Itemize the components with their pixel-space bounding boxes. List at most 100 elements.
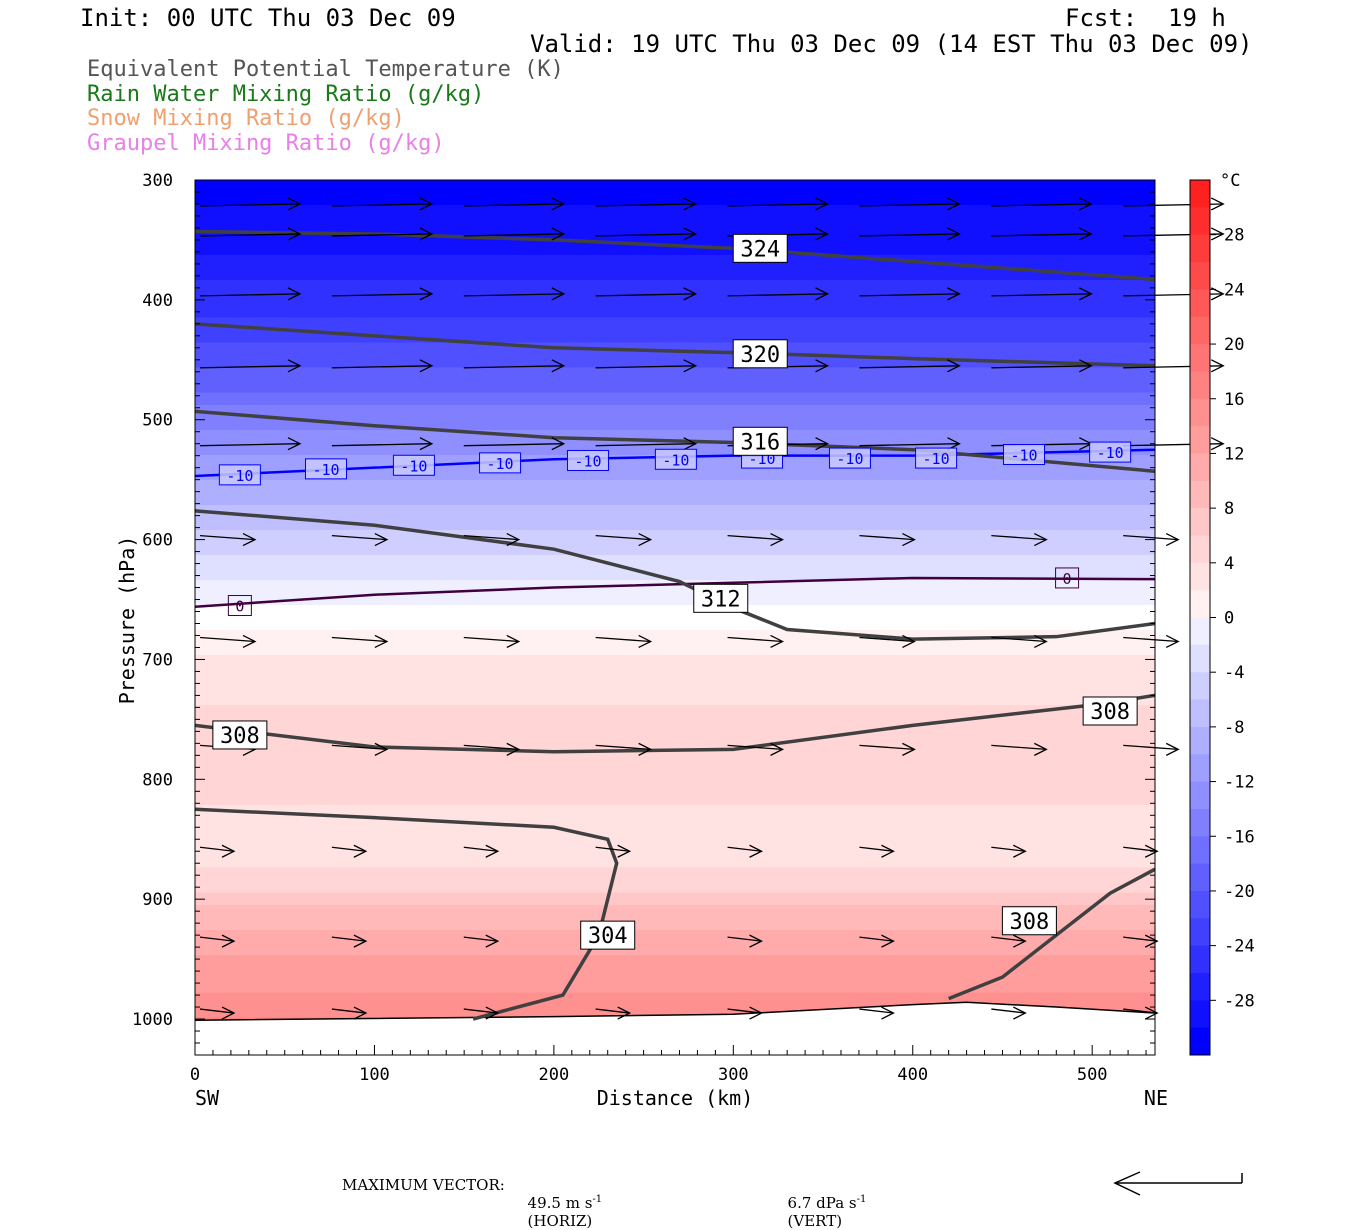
theta-e-label: 308 [220,724,260,749]
y-tick-label: 1000 [132,1010,173,1030]
wind-vector-shaft [199,1008,235,1014]
wind-vector [595,197,698,211]
forecast-hour-label: Fcst: [1065,4,1138,32]
wind-vector [463,634,521,649]
temperature-band [195,467,1155,481]
wind-vector-head [881,844,895,858]
colorbar-segment [1190,890,1210,919]
theta-e-label: 316 [740,430,780,455]
colorbar-tick-label: 4 [1224,554,1234,574]
wind-vector [727,934,764,948]
wind-vector-head [485,934,500,948]
vert-unit: (VERT) [787,1212,843,1230]
wind-vector-shaft [199,203,301,207]
init-time: Init: 00 UTC Thu 03 Dec 09 [80,4,456,32]
colorbar-tick-label: -20 [1224,882,1255,902]
wind-vector-shaft [859,1008,894,1014]
wind-vector-head [353,1006,368,1020]
wind-vector [859,227,961,241]
wind-vector-head [1079,287,1093,301]
wind-vector [331,742,389,756]
wind-vector-head [287,287,302,301]
temperature-band [195,380,1155,394]
theta-e-label-box [580,920,636,950]
wind-vector-head [902,634,916,649]
wind-vector-shaft [991,365,1092,369]
wind-vector [1123,742,1180,756]
colorbar-unit: °C [1220,171,1240,191]
wind-vector-shaft [463,1008,498,1014]
colorbar-segment [1190,480,1210,509]
wind-vector [859,844,895,858]
wind-vector-head [551,359,566,373]
y-tick-label: 300 [142,171,173,191]
wind-vector-shaft [595,846,630,852]
temperature-band [195,842,1155,856]
temperature-band [195,205,1155,219]
wind-vector-head [617,844,632,858]
wind-vector [463,287,566,301]
wind-vector [595,634,653,649]
below-ground-mask [195,1002,1155,1055]
colorbar-segment [1190,1027,1210,1056]
colorbar-segment [1190,289,1210,318]
y-tick-label: 500 [142,411,173,431]
temperature-band [195,605,1155,619]
wind-vector-shaft [859,846,894,852]
wind-vector-head [419,287,434,301]
temperature-band [195,755,1155,769]
wind-vector-shaft [859,365,960,369]
wind-vector-head [683,197,698,211]
wind-vector [727,844,764,858]
theta-e-contour [195,807,619,1021]
wind-vector-shaft [727,1008,762,1014]
wind-vector-shaft [859,293,960,297]
wind-vector-shaft [991,936,1026,942]
wind-vector-head [1034,742,1048,756]
wind-vector-shaft [331,365,432,369]
wind-vector [1123,934,1159,948]
isotherm-label: -10 [400,457,427,475]
wind-vector-head [1034,533,1048,547]
wind-vector [727,742,785,756]
x-tick-label: 400 [897,1065,928,1085]
wind-vector-head [485,844,500,858]
wind-vector-shaft [463,744,519,751]
wind-vector [463,359,566,373]
wind-vector [331,934,368,948]
wind-vector [595,287,698,301]
wind-vector-head [638,533,653,547]
temperature-band [195,655,1155,669]
wind-vector-shaft [463,365,564,369]
colorbar-segment [1190,972,1210,1001]
legend-snow: Snow Mixing Ratio (g/kg) [87,106,405,131]
wind-vector-head [506,742,521,756]
theta-e-label: 308 [1010,910,1050,935]
wind-vector [727,1006,764,1020]
colorbar-tick-label: -16 [1224,827,1255,847]
colorbar-segment [1190,180,1210,208]
wind-vector-shaft [595,365,696,369]
wind-vector-head [1144,934,1159,948]
wind-vector-shaft [463,443,564,447]
wind-vector-shaft [595,293,696,297]
colorbar-segment [1190,1000,1210,1029]
theta-e-label-box [732,233,788,263]
wind-vector [199,634,257,649]
reference-vector-head [1113,1171,1141,1196]
temperature-band [195,255,1155,269]
isotherm-label-box [227,595,252,617]
temperature-band [195,967,1155,981]
wind-vector-shaft [859,233,960,237]
temperature-band [195,267,1155,281]
wind-vector [463,742,521,756]
plot-frame [194,179,1156,1056]
wind-vector-head [638,634,653,649]
wind-vector-shaft [331,233,432,237]
cross-section-chart: -10 -10 -10 -10 -10 -10 -10 -10 -10 -10 -100032432… [115,171,1255,1196]
wind-vector-shaft [1123,846,1158,852]
x-tick-label: 500 [1077,1065,1108,1085]
wind-vector [463,533,521,547]
wind-vector-head [947,227,961,241]
isotherm-line [195,576,1155,608]
